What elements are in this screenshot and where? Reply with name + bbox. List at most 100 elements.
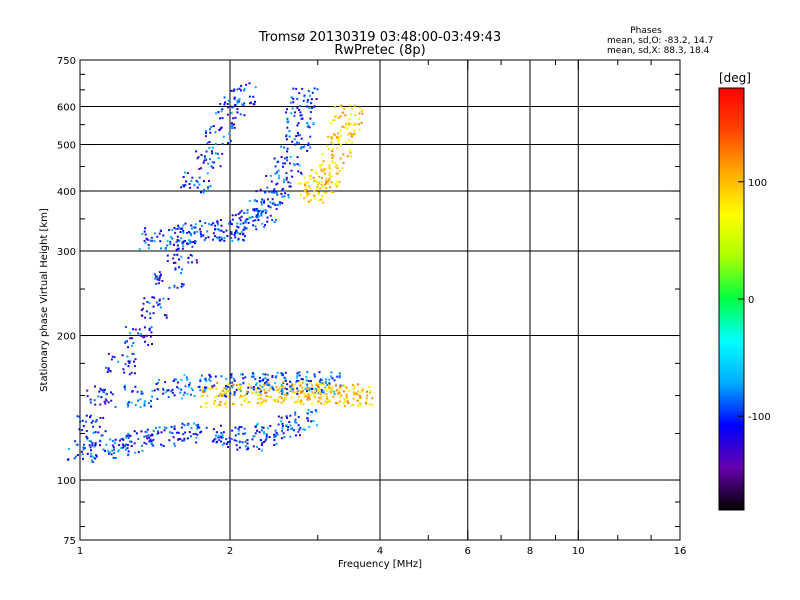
echo-point [232, 384, 235, 387]
echo-point [225, 405, 228, 408]
echo-point [262, 426, 265, 429]
echo-point [355, 123, 358, 126]
echo-point [334, 106, 336, 109]
echo-point [295, 400, 298, 403]
echo-point [238, 426, 241, 429]
echo-point [150, 405, 153, 408]
echo-point [330, 389, 333, 392]
echo-point [274, 172, 277, 175]
echo-point [240, 373, 242, 376]
echo-point [281, 427, 284, 430]
echo-point [343, 384, 346, 387]
echo-point [316, 88, 319, 91]
echo-point [172, 380, 175, 382]
echo-point [125, 340, 128, 343]
echo-point [193, 395, 196, 397]
echo-point [209, 131, 212, 134]
echo-point [86, 389, 89, 392]
echo-point [83, 443, 85, 446]
echo-point [168, 286, 171, 289]
echo-point [285, 138, 288, 141]
echo-point [301, 390, 304, 393]
echo-point [264, 400, 267, 403]
echo-point [180, 237, 183, 240]
echo-point [207, 186, 209, 189]
echo-point [328, 164, 331, 167]
echo-point [128, 373, 131, 376]
echo-point [259, 188, 262, 191]
echo-point [231, 214, 234, 217]
echo-point [255, 382, 258, 385]
echo-point [348, 118, 351, 121]
echo-point [266, 186, 269, 189]
echo-point [173, 425, 176, 428]
echo-point [318, 380, 321, 383]
echo-point [174, 268, 177, 271]
echo-point [296, 141, 299, 144]
echo-point [140, 335, 143, 337]
echo-point [323, 403, 326, 406]
echo-point [255, 208, 258, 210]
echo-point [306, 386, 309, 389]
echo-point [306, 193, 309, 196]
echo-point [324, 168, 327, 170]
echo-point [176, 244, 179, 247]
echo-point [182, 433, 185, 436]
echo-point [259, 393, 262, 396]
echo-point [322, 185, 325, 188]
echo-point [305, 189, 308, 191]
echo-point [107, 352, 110, 355]
echo-point [254, 392, 257, 395]
echo-point [330, 137, 333, 140]
echo-point [291, 384, 294, 387]
echo-point [296, 379, 299, 382]
echo-point [211, 152, 214, 155]
echo-point [305, 192, 308, 194]
echo-point [218, 129, 221, 132]
echo-point [194, 432, 197, 435]
echo-point [252, 386, 255, 388]
echo-point [330, 191, 333, 194]
echo-point [251, 438, 254, 441]
echo-point [313, 373, 316, 376]
echo-point [285, 172, 288, 175]
echo-point [220, 432, 223, 434]
echo-point [304, 393, 307, 396]
echo-point [224, 101, 227, 104]
echo-point [335, 185, 338, 188]
echo-point [181, 241, 184, 244]
echo-point [341, 111, 344, 114]
echo-point [121, 354, 124, 357]
echo-point [243, 114, 246, 117]
echo-point [293, 387, 296, 390]
echo-point [296, 375, 299, 377]
echo-point [279, 386, 281, 389]
echo-point [296, 132, 299, 134]
echo-point [127, 434, 130, 437]
echo-point [294, 413, 297, 416]
echo-point [171, 432, 174, 435]
echo-point [309, 94, 311, 97]
echo-point [112, 446, 115, 449]
echo-point [275, 389, 278, 392]
echo-point [97, 395, 100, 398]
echo-point [360, 110, 363, 112]
echo-point [305, 186, 307, 189]
echo-point [233, 377, 236, 380]
echo-point [277, 400, 280, 403]
echo-point [126, 447, 129, 450]
echo-point [189, 435, 192, 438]
echo-point [121, 437, 124, 440]
x-tick-label: 1 [77, 546, 83, 557]
echo-point [258, 380, 261, 382]
echo-point [298, 109, 301, 111]
echo-point [338, 136, 341, 139]
echo-point [253, 435, 256, 438]
echo-point [219, 229, 222, 232]
echo-point [328, 378, 331, 381]
echo-point [235, 388, 238, 391]
echo-point [303, 197, 306, 200]
echo-point [275, 375, 278, 378]
echo-point [216, 223, 219, 226]
